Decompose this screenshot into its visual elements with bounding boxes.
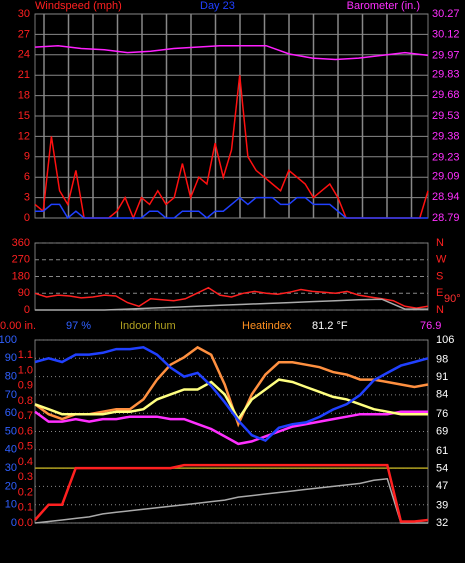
y-tick-label: 0 bbox=[24, 212, 30, 224]
y-tick-label: 0.8 bbox=[18, 395, 33, 407]
y-tick-label: 70 bbox=[5, 389, 17, 401]
y-tick-label: 80 bbox=[5, 371, 17, 383]
series-line bbox=[35, 298, 428, 311]
y-tick-label: S bbox=[436, 270, 443, 282]
y-tick-label: E bbox=[436, 287, 443, 299]
series-line bbox=[35, 196, 428, 220]
y-tick-label: 76 bbox=[436, 408, 448, 420]
series-line bbox=[34, 346, 429, 443]
y-tick-label: 30 bbox=[18, 8, 30, 20]
y-tick-label: 90 bbox=[18, 287, 30, 299]
y-tick-label: 24 bbox=[18, 49, 30, 61]
header-label: 0.00 in. bbox=[0, 320, 36, 332]
y-tick-label: 91 bbox=[436, 371, 448, 383]
y-tick-label: 1.0 bbox=[18, 364, 33, 376]
y-tick-label: 29.38 bbox=[432, 131, 460, 143]
y-tick-label: 50 bbox=[5, 425, 17, 437]
y-tick-label: 84 bbox=[436, 388, 448, 400]
chart-title: Day 23 bbox=[200, 0, 235, 12]
header-label: Indoor hum bbox=[120, 320, 176, 332]
y-tick-label: 270 bbox=[12, 254, 30, 266]
series-line bbox=[34, 286, 429, 309]
y-tick-label: 30.12 bbox=[432, 29, 460, 41]
y-tick-label: 6 bbox=[24, 171, 30, 183]
y-tick-label: 27 bbox=[18, 28, 30, 40]
y-tick-label: 90 bbox=[5, 352, 17, 364]
header-label: 81.2 °F bbox=[312, 320, 348, 332]
y-tick-label: 0.1 bbox=[18, 502, 33, 514]
y-tick-label: 0.6 bbox=[18, 425, 33, 437]
y-tick-label: 106 bbox=[436, 334, 454, 346]
y-tick-label: 69 bbox=[436, 425, 448, 437]
y-tick-label: 30 bbox=[5, 462, 17, 474]
y-tick-label: N bbox=[436, 304, 444, 316]
y-tick-label: 0.5 bbox=[18, 441, 33, 453]
y-tick-label: 32 bbox=[436, 517, 448, 529]
y-tick-label: 29.23 bbox=[432, 151, 460, 163]
y-tick-label: 9 bbox=[24, 151, 30, 163]
annotation: 90° bbox=[444, 293, 461, 305]
y-tick-label: 21 bbox=[18, 69, 30, 81]
header-label: 76.9 bbox=[420, 320, 441, 332]
y-tick-label: 18 bbox=[18, 90, 30, 102]
y-tick-label: 29.68 bbox=[432, 89, 460, 101]
y-tick-label: 61 bbox=[436, 445, 448, 457]
header-label: Heatindex bbox=[242, 320, 292, 332]
series-line bbox=[34, 410, 428, 446]
y-tick-label: 0 bbox=[11, 517, 17, 529]
series-line bbox=[34, 477, 428, 524]
y-tick-label: 47 bbox=[436, 480, 448, 492]
y-tick-label: 0.7 bbox=[18, 410, 33, 422]
y-tick-label: 29.97 bbox=[432, 49, 460, 61]
y-tick-label: 0.9 bbox=[18, 380, 33, 392]
y-tick-label: 39 bbox=[436, 500, 448, 512]
y-tick-label: 60 bbox=[5, 407, 17, 419]
y2-axis-label: Barometer (in.) bbox=[347, 0, 420, 12]
y-tick-label: 0.4 bbox=[18, 456, 33, 468]
y-tick-label: 1.1 bbox=[18, 349, 33, 361]
header-label: 97 % bbox=[66, 320, 91, 332]
series-line bbox=[34, 44, 429, 61]
y-tick-label: 15 bbox=[18, 110, 30, 122]
y-tick-label: 29.09 bbox=[432, 171, 460, 183]
y-tick-label: 29.53 bbox=[432, 110, 460, 122]
y-tick-label: 10 bbox=[5, 499, 17, 511]
y-tick-label: 29.83 bbox=[432, 69, 460, 81]
y-tick-label: 54 bbox=[436, 463, 448, 475]
y-tick-label: 28.94 bbox=[432, 191, 460, 203]
y-tick-label: W bbox=[436, 254, 447, 266]
y-axis-label: Windspeed (mph) bbox=[35, 0, 122, 12]
y-tick-label: 180 bbox=[12, 270, 30, 282]
y-tick-label: N bbox=[436, 237, 444, 249]
y-tick-label: 3 bbox=[24, 192, 30, 204]
y-tick-label: 20 bbox=[5, 480, 17, 492]
y-tick-label: 30.27 bbox=[432, 8, 460, 20]
series-line bbox=[34, 463, 429, 523]
y-tick-label: 0.2 bbox=[18, 486, 33, 498]
y-tick-label: 0.0 bbox=[18, 517, 33, 529]
y-tick-label: 40 bbox=[5, 444, 17, 456]
y-tick-label: 0.3 bbox=[18, 471, 33, 483]
series-line bbox=[34, 378, 428, 422]
y-tick-label: 100 bbox=[0, 334, 17, 346]
y-tick-label: 0 bbox=[24, 304, 30, 316]
y-tick-label: 28.79 bbox=[432, 212, 460, 224]
y-tick-label: 12 bbox=[18, 130, 30, 142]
y-tick-label: 360 bbox=[12, 237, 30, 249]
y-tick-label: 98 bbox=[436, 354, 448, 366]
